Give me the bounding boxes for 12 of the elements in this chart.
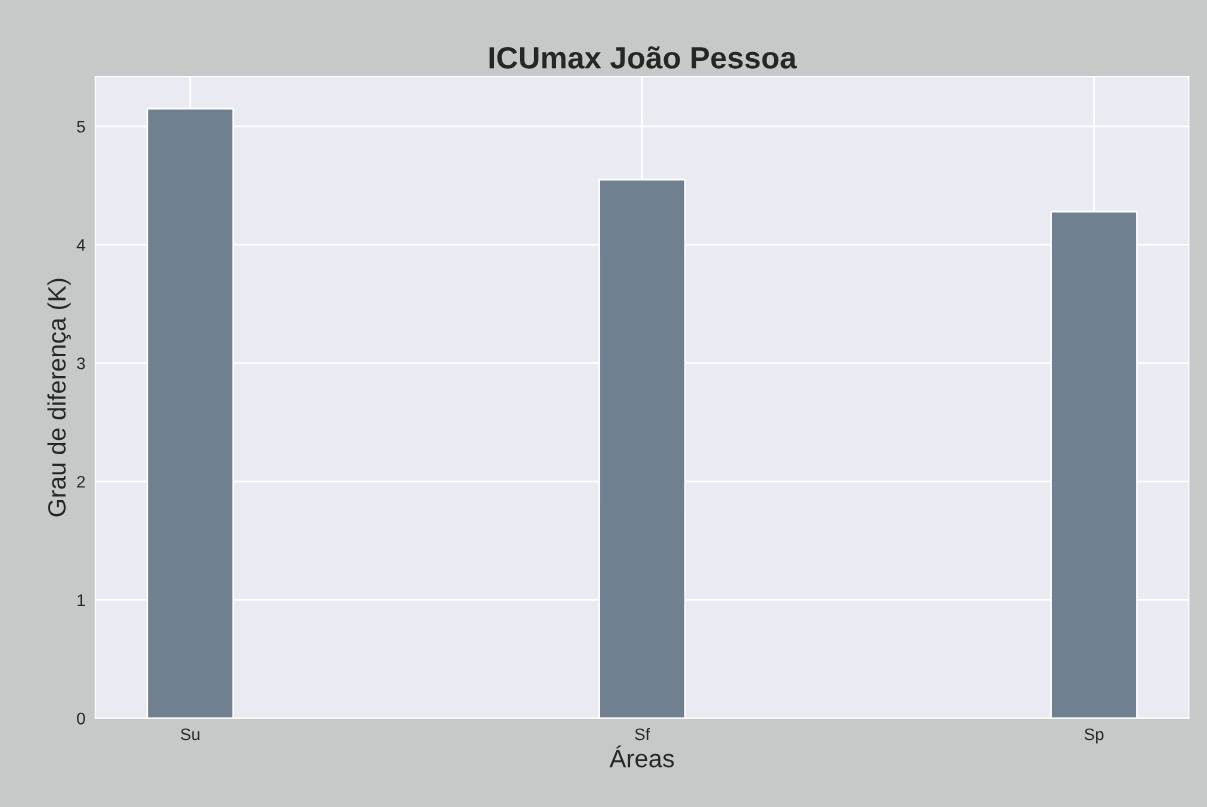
y-tick-label: 3 — [77, 357, 85, 370]
chart-title: ICUmax João Pessoa — [489, 46, 797, 69]
x-tick-label: Su — [180, 728, 200, 741]
x-tick-label: Sp — [1084, 728, 1104, 744]
y-tick-label: 4 — [76, 239, 86, 251]
x-axis-title: Áreas — [609, 745, 674, 768]
y-tick-label: 1 — [77, 594, 85, 606]
y-tick-label: 5 — [77, 120, 85, 133]
y-tick-label: 0 — [77, 712, 85, 725]
y-tick-label: 2 — [77, 475, 85, 488]
x-tick-label: Sf — [635, 727, 651, 741]
y-axis-title: Grau de diferença (K) — [47, 278, 71, 517]
